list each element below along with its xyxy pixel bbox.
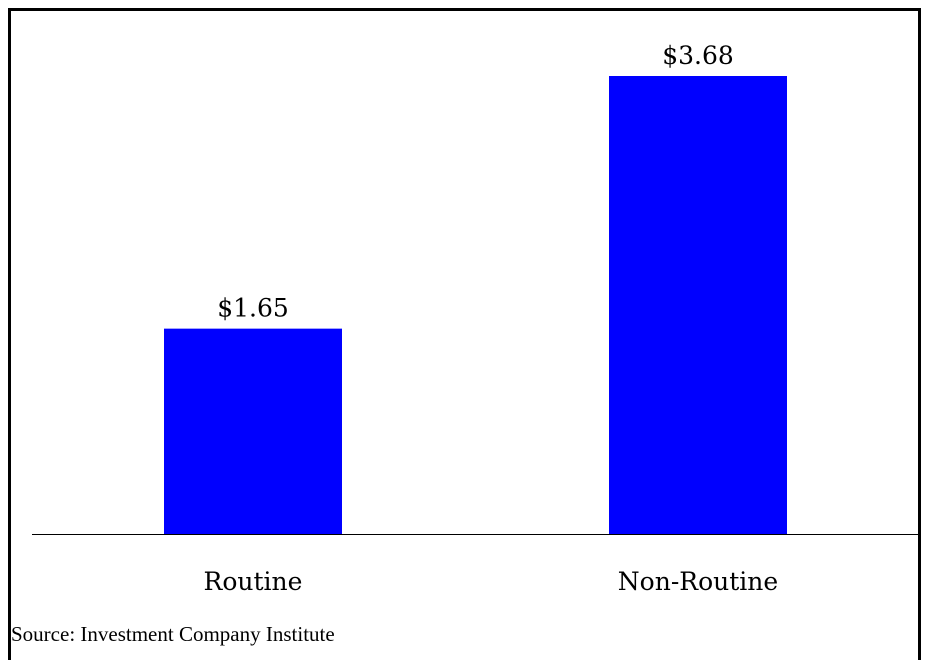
value-labels-layer: $1.65 $3.68 bbox=[217, 41, 734, 323]
value-label: $1.65 bbox=[217, 294, 289, 323]
category-label: Non-Routine bbox=[618, 567, 778, 596]
chart-frame bbox=[8, 8, 921, 660]
bar-routine bbox=[164, 328, 342, 534]
value-label: $3.68 bbox=[662, 41, 734, 70]
source-note: Source: Investment Company Institute bbox=[11, 622, 335, 646]
category-label: Routine bbox=[204, 567, 303, 596]
bars-layer bbox=[164, 76, 787, 534]
category-labels-layer: Routine Non-Routine bbox=[204, 567, 779, 596]
bar-non-routine bbox=[609, 76, 787, 534]
